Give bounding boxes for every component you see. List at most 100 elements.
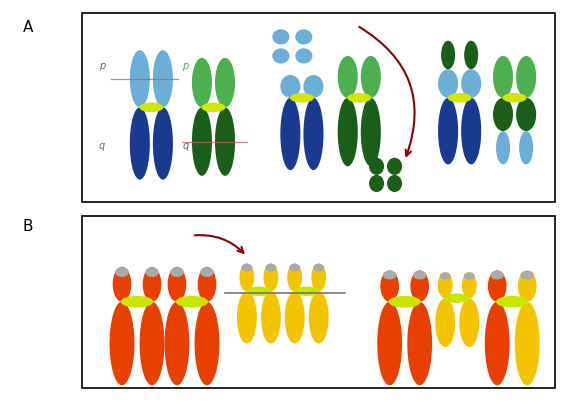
Ellipse shape bbox=[380, 271, 399, 302]
Ellipse shape bbox=[303, 98, 324, 170]
Ellipse shape bbox=[459, 298, 479, 347]
Ellipse shape bbox=[435, 298, 455, 347]
Circle shape bbox=[121, 296, 153, 308]
Ellipse shape bbox=[337, 56, 358, 98]
Ellipse shape bbox=[115, 267, 129, 277]
FancyBboxPatch shape bbox=[82, 216, 555, 388]
Ellipse shape bbox=[313, 264, 324, 271]
Circle shape bbox=[389, 296, 421, 308]
Ellipse shape bbox=[337, 98, 358, 166]
Ellipse shape bbox=[518, 271, 537, 302]
Ellipse shape bbox=[303, 75, 324, 98]
Ellipse shape bbox=[461, 98, 481, 164]
Ellipse shape bbox=[361, 56, 381, 98]
Text: q: q bbox=[183, 141, 189, 151]
Ellipse shape bbox=[493, 56, 513, 98]
Ellipse shape bbox=[493, 98, 513, 131]
Circle shape bbox=[176, 296, 208, 308]
Ellipse shape bbox=[130, 50, 150, 107]
Circle shape bbox=[246, 287, 272, 296]
Circle shape bbox=[502, 93, 527, 102]
Ellipse shape bbox=[143, 267, 162, 302]
Ellipse shape bbox=[496, 131, 510, 164]
Ellipse shape bbox=[153, 107, 173, 180]
Ellipse shape bbox=[462, 272, 477, 298]
Circle shape bbox=[347, 93, 372, 102]
Text: B: B bbox=[23, 219, 33, 234]
Ellipse shape bbox=[265, 264, 277, 271]
Text: A: A bbox=[23, 20, 33, 35]
Ellipse shape bbox=[410, 271, 429, 302]
Ellipse shape bbox=[237, 291, 257, 343]
Ellipse shape bbox=[311, 263, 326, 291]
Ellipse shape bbox=[464, 40, 478, 69]
Ellipse shape bbox=[438, 98, 458, 164]
Ellipse shape bbox=[461, 69, 481, 98]
Ellipse shape bbox=[139, 302, 164, 385]
Ellipse shape bbox=[519, 131, 533, 164]
Ellipse shape bbox=[113, 267, 131, 302]
Ellipse shape bbox=[413, 271, 427, 279]
Ellipse shape bbox=[361, 98, 381, 166]
Ellipse shape bbox=[516, 98, 536, 131]
Circle shape bbox=[496, 296, 529, 308]
Circle shape bbox=[201, 102, 225, 112]
Ellipse shape bbox=[490, 271, 504, 279]
Ellipse shape bbox=[485, 302, 510, 385]
Ellipse shape bbox=[295, 48, 312, 64]
Ellipse shape bbox=[387, 175, 402, 192]
Ellipse shape bbox=[168, 267, 186, 302]
Circle shape bbox=[448, 93, 472, 102]
Ellipse shape bbox=[263, 263, 278, 291]
Ellipse shape bbox=[383, 271, 397, 279]
Ellipse shape bbox=[295, 29, 312, 45]
FancyBboxPatch shape bbox=[82, 13, 555, 202]
Ellipse shape bbox=[261, 291, 281, 343]
Ellipse shape bbox=[438, 69, 458, 98]
Ellipse shape bbox=[284, 291, 304, 343]
Ellipse shape bbox=[309, 291, 329, 343]
Ellipse shape bbox=[273, 29, 290, 45]
Circle shape bbox=[290, 93, 314, 102]
Ellipse shape bbox=[521, 271, 534, 279]
Ellipse shape bbox=[153, 50, 173, 107]
Ellipse shape bbox=[130, 107, 150, 180]
Ellipse shape bbox=[192, 107, 212, 176]
Ellipse shape bbox=[200, 267, 214, 277]
Ellipse shape bbox=[273, 48, 290, 64]
Ellipse shape bbox=[170, 267, 184, 277]
Ellipse shape bbox=[195, 302, 220, 385]
Ellipse shape bbox=[281, 98, 300, 170]
Ellipse shape bbox=[164, 302, 189, 385]
Ellipse shape bbox=[289, 264, 300, 271]
Ellipse shape bbox=[516, 56, 536, 98]
Text: q: q bbox=[99, 141, 105, 151]
Ellipse shape bbox=[438, 272, 453, 298]
Ellipse shape bbox=[197, 267, 216, 302]
Ellipse shape bbox=[441, 40, 455, 69]
Ellipse shape bbox=[488, 271, 506, 302]
Ellipse shape bbox=[387, 158, 402, 175]
Ellipse shape bbox=[241, 264, 253, 271]
FancyArrowPatch shape bbox=[359, 27, 415, 156]
Circle shape bbox=[139, 102, 163, 112]
Circle shape bbox=[444, 294, 470, 303]
Ellipse shape bbox=[369, 158, 384, 175]
Text: p: p bbox=[99, 61, 105, 71]
Circle shape bbox=[294, 287, 320, 296]
Ellipse shape bbox=[110, 302, 134, 385]
Ellipse shape bbox=[369, 175, 384, 192]
Ellipse shape bbox=[281, 75, 300, 98]
Ellipse shape bbox=[377, 302, 402, 385]
Ellipse shape bbox=[464, 273, 475, 280]
Ellipse shape bbox=[145, 267, 159, 277]
Ellipse shape bbox=[515, 302, 539, 385]
Ellipse shape bbox=[407, 302, 432, 385]
FancyArrowPatch shape bbox=[195, 235, 244, 253]
Ellipse shape bbox=[440, 273, 451, 280]
Ellipse shape bbox=[287, 263, 302, 291]
Ellipse shape bbox=[215, 58, 235, 107]
Ellipse shape bbox=[192, 58, 212, 107]
Ellipse shape bbox=[240, 263, 254, 291]
Ellipse shape bbox=[215, 107, 235, 176]
